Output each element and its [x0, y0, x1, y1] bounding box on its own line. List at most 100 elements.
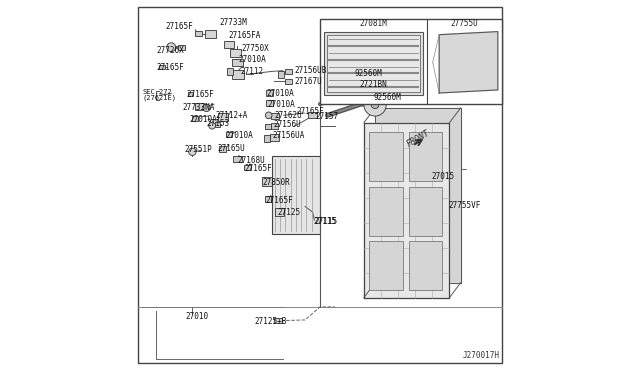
- Bar: [270, 134, 279, 141]
- Text: 27850R: 27850R: [262, 178, 290, 187]
- Text: 92560M: 92560M: [355, 69, 383, 78]
- Bar: [232, 59, 243, 66]
- Bar: [278, 71, 284, 78]
- Text: 27162U: 27162U: [275, 111, 302, 120]
- Bar: [218, 113, 228, 121]
- Text: 27115: 27115: [314, 217, 337, 226]
- Bar: [179, 45, 185, 50]
- Bar: [262, 177, 273, 186]
- Bar: [264, 135, 270, 142]
- Circle shape: [189, 148, 196, 155]
- Text: 27010A: 27010A: [238, 55, 266, 64]
- Text: 27157: 27157: [315, 112, 339, 121]
- Circle shape: [352, 86, 361, 94]
- Bar: [191, 116, 198, 121]
- Text: 27165F: 27165F: [266, 196, 293, 205]
- Circle shape: [203, 104, 211, 112]
- Text: 27125: 27125: [277, 208, 300, 217]
- Text: 27010A: 27010A: [189, 115, 217, 124]
- Text: 27733M: 27733M: [220, 18, 247, 27]
- Text: 27081M: 27081M: [360, 19, 387, 28]
- Text: 27010A: 27010A: [267, 100, 295, 109]
- Polygon shape: [375, 108, 461, 283]
- Text: 27010A: 27010A: [225, 131, 253, 140]
- Bar: [266, 90, 273, 96]
- Text: 27750X: 27750X: [242, 44, 269, 53]
- Bar: [271, 156, 320, 234]
- Bar: [188, 92, 193, 96]
- Circle shape: [167, 43, 175, 52]
- Text: 27153: 27153: [207, 119, 230, 128]
- Bar: [408, 132, 442, 181]
- Circle shape: [266, 112, 272, 119]
- Text: 27755U: 27755U: [451, 19, 478, 28]
- Text: 27010A: 27010A: [266, 89, 294, 98]
- Text: 27165F: 27165F: [186, 90, 214, 99]
- Text: 27165F: 27165F: [166, 22, 193, 31]
- Bar: [271, 113, 280, 119]
- Bar: [215, 122, 221, 127]
- Bar: [275, 318, 282, 324]
- Bar: [328, 35, 420, 92]
- Text: 2721BN: 2721BN: [360, 80, 387, 89]
- Circle shape: [371, 101, 379, 109]
- Text: 27755VF: 27755VF: [449, 201, 481, 210]
- Text: 27168U: 27168U: [237, 156, 265, 165]
- Bar: [408, 187, 442, 235]
- Text: 27015: 27015: [431, 172, 455, 181]
- Text: 27733NA: 27733NA: [182, 103, 215, 112]
- Bar: [320, 19, 502, 104]
- Text: 27165F: 27165F: [156, 63, 184, 72]
- Bar: [285, 78, 292, 83]
- Circle shape: [342, 75, 371, 105]
- Bar: [266, 100, 273, 106]
- Text: (27621E): (27621E): [142, 95, 176, 102]
- Bar: [285, 68, 292, 74]
- Text: 27551P: 27551P: [184, 145, 212, 154]
- Bar: [227, 68, 233, 75]
- Polygon shape: [439, 32, 498, 93]
- Bar: [271, 123, 278, 129]
- Text: 27112+A: 27112+A: [216, 111, 248, 120]
- Text: 27165F: 27165F: [297, 107, 324, 116]
- Bar: [195, 31, 202, 36]
- Text: 27165F: 27165F: [245, 164, 273, 173]
- Bar: [195, 103, 204, 110]
- Bar: [369, 241, 403, 290]
- Text: 27167U: 27167U: [294, 77, 323, 86]
- Text: 27115: 27115: [314, 217, 337, 226]
- Bar: [266, 124, 271, 129]
- Bar: [408, 241, 442, 290]
- Bar: [227, 132, 232, 137]
- Text: 27726X: 27726X: [156, 46, 184, 55]
- Polygon shape: [364, 123, 449, 298]
- Text: 27112: 27112: [240, 67, 263, 76]
- Text: 27156U: 27156U: [273, 120, 301, 129]
- Bar: [324, 32, 422, 95]
- Text: SEC.272: SEC.272: [142, 89, 172, 95]
- Bar: [224, 41, 234, 48]
- Bar: [219, 146, 227, 152]
- Bar: [230, 49, 241, 57]
- Text: 27165FA: 27165FA: [229, 31, 261, 40]
- Bar: [234, 156, 241, 162]
- Circle shape: [364, 94, 386, 116]
- Text: J270017H: J270017H: [463, 351, 500, 360]
- Text: 27156UB: 27156UB: [294, 66, 326, 75]
- Bar: [159, 65, 165, 69]
- Text: FRONT: FRONT: [406, 128, 432, 148]
- Circle shape: [209, 122, 216, 129]
- Bar: [264, 196, 271, 202]
- Text: 27165U: 27165U: [218, 144, 245, 153]
- Bar: [369, 187, 403, 235]
- Text: 27125+B: 27125+B: [255, 317, 287, 326]
- Bar: [369, 132, 403, 181]
- Bar: [275, 208, 284, 216]
- Text: 27010: 27010: [186, 312, 209, 321]
- Text: 92560M: 92560M: [374, 93, 401, 102]
- Text: 27156UA: 27156UA: [273, 131, 305, 140]
- Bar: [232, 70, 244, 79]
- Bar: [244, 165, 251, 170]
- Bar: [308, 112, 317, 118]
- Bar: [205, 30, 216, 38]
